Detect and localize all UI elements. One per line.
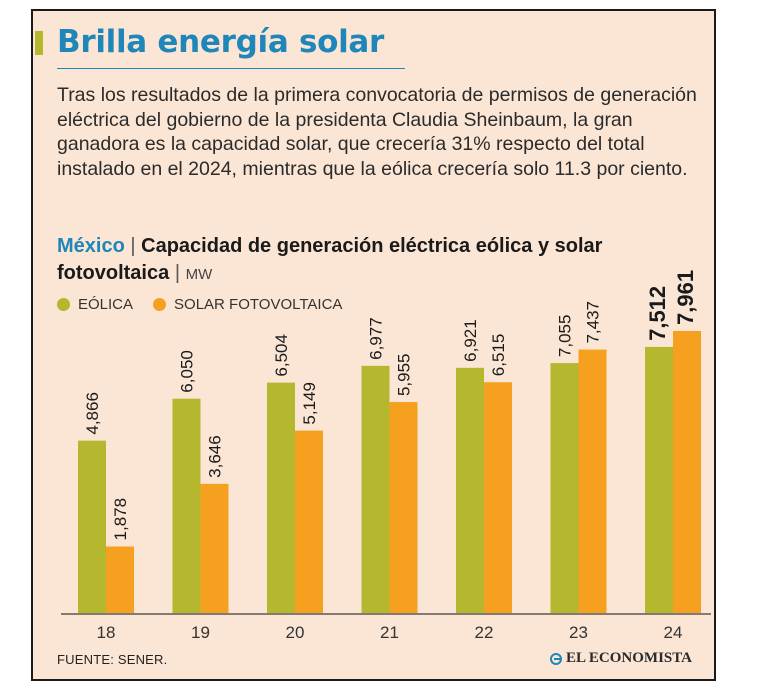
bar-label-eolica-21: 6,977 xyxy=(367,317,386,360)
legend-dot-eolica-icon xyxy=(57,298,70,311)
x-tick-22: 22 xyxy=(475,623,494,642)
bar-solar-20 xyxy=(295,430,323,613)
bar-label-eolica-18: 4,866 xyxy=(83,392,102,435)
source-note: FUENTE: SENER. xyxy=(57,652,168,667)
bar-eolica-21 xyxy=(361,365,390,613)
legend-item-eolica: EÓLICA xyxy=(57,296,133,313)
bar-solar-21 xyxy=(389,402,418,613)
chart-unit-separator: | xyxy=(174,262,181,284)
bar-label-solar-20: 5,149 xyxy=(300,382,319,425)
headline-underline xyxy=(57,68,405,69)
bar-label-eolica-19: 6,050 xyxy=(178,350,197,393)
bar-label-eolica-24: 7,512 xyxy=(645,286,670,341)
chart-country: México xyxy=(57,235,125,257)
bar-eolica-24 xyxy=(645,346,673,613)
bar-solar-23 xyxy=(578,349,607,613)
bar-eolica-20 xyxy=(267,382,295,613)
x-tick-21: 21 xyxy=(380,623,399,642)
brand-globe-icon xyxy=(550,652,562,665)
chart-title: México | Capacidad de generación eléctri… xyxy=(57,233,677,288)
chart-title-text: Capacidad de generación eléctrica eólica… xyxy=(57,235,603,284)
brand-logo: EL ECONOMISTA xyxy=(550,650,692,667)
headline: Brilla energía solar xyxy=(57,24,385,60)
bar-solar-24 xyxy=(673,331,701,613)
bar-label-solar-23: 7,437 xyxy=(584,301,603,344)
bar-solar-18 xyxy=(106,546,134,613)
bar-solar-19 xyxy=(200,483,229,613)
bar-label-eolica-23: 7,055 xyxy=(556,315,575,358)
bar-label-eolica-22: 6,921 xyxy=(461,319,480,362)
x-tick-19: 19 xyxy=(191,623,210,642)
bar-eolica-19 xyxy=(172,398,201,613)
legend-label-solar: SOLAR FOTOVOLTAICA xyxy=(174,296,343,313)
bar-label-solar-24: 7,961 xyxy=(673,270,698,325)
bar-solar-22 xyxy=(484,382,512,613)
bar-label-solar-18: 1,878 xyxy=(111,498,130,541)
legend-label-eolica: EÓLICA xyxy=(78,296,134,313)
x-tick-18: 18 xyxy=(97,623,116,642)
bar-label-eolica-20: 6,504 xyxy=(272,334,291,377)
bar-label-solar-22: 6,515 xyxy=(489,334,508,377)
infographic-frame: Brilla energía solar Tras los resultados… xyxy=(31,9,716,681)
bar-label-solar-21: 5,955 xyxy=(395,354,414,397)
title-accent-bar xyxy=(35,31,43,55)
legend-dot-solar-icon xyxy=(153,298,167,311)
bar-eolica-22 xyxy=(456,367,484,613)
bar-eolica-23 xyxy=(550,363,579,613)
bar-chart: 4,866 1,878 18 6,050 3,646 19 6,504 5,149 20 6,97… xyxy=(61,270,711,642)
x-tick-24: 24 xyxy=(664,623,683,642)
chart-legend: EÓLICA SOLAR FOTOVOLTAICA xyxy=(57,296,362,313)
x-tick-23: 23 xyxy=(569,623,588,642)
x-tick-20: 20 xyxy=(286,623,305,642)
legend-item-solar: SOLAR FOTOVOLTAICA xyxy=(153,296,342,313)
bar-eolica-18 xyxy=(78,440,106,613)
chart-unit: MW xyxy=(185,266,213,283)
brand-name: EL ECONOMISTA xyxy=(566,650,692,666)
chart-title-separator: | xyxy=(130,235,136,257)
bar-label-solar-19: 3,646 xyxy=(206,435,225,478)
intro-paragraph: Tras los resultados de la primera convoc… xyxy=(57,84,697,180)
